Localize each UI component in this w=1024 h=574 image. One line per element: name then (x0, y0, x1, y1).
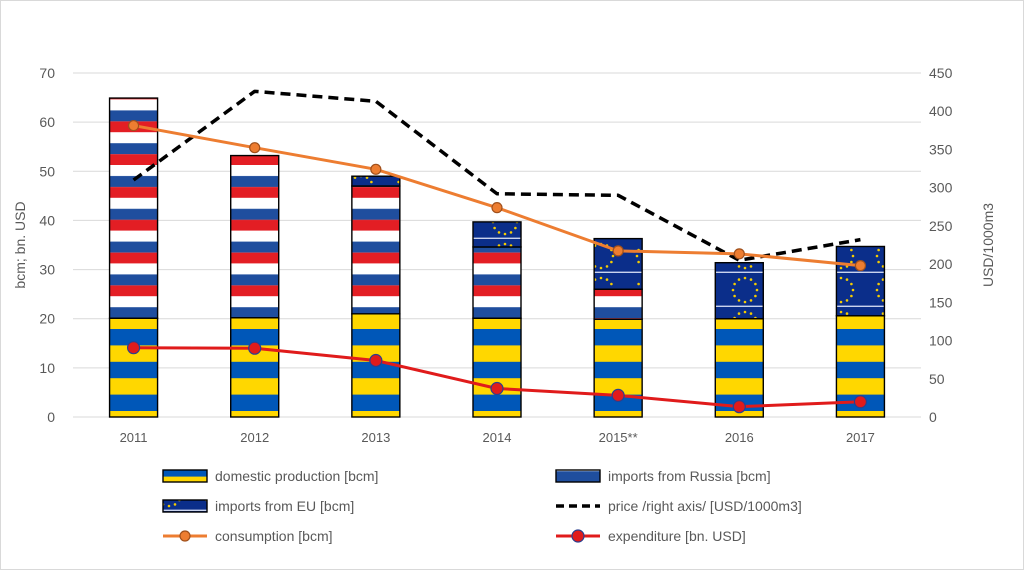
expenditure-line-point (490, 381, 504, 396)
bar-domestic-production (108, 317, 159, 418)
y-right-tick: 0 (929, 409, 937, 425)
y-left-axis-title: bcm; bn. USD (12, 201, 28, 288)
legend-imports-eu: imports from EU [bcm] (162, 498, 354, 514)
y-right-tick: 400 (929, 103, 953, 119)
legend-imports-russia: imports from Russia [bcm] (555, 468, 771, 484)
x-tick-label: 2015** (599, 430, 638, 445)
consumption-line-point (612, 245, 624, 257)
y-left-tick: 20 (39, 311, 55, 327)
legend-label: imports from Russia [bcm] (608, 468, 771, 484)
y-left-tick: 70 (39, 65, 55, 81)
legend-domestic-production: domestic production [bcm] (162, 468, 378, 484)
legend-label: price /right axis/ [USD/1000m3] (608, 498, 802, 514)
bar-imports-eu (472, 221, 522, 248)
consumption-line-point (127, 119, 140, 132)
consumption-line-point (491, 202, 503, 214)
bar-domestic-production (230, 317, 280, 418)
y-left-tick: 10 (39, 360, 55, 376)
bar-imports-eu (714, 261, 764, 320)
legend-swatch (162, 499, 208, 513)
legend-label: consumption [bcm] (215, 528, 333, 544)
y-right-tick: 350 (929, 141, 953, 157)
line-series (126, 89, 868, 414)
legend-label: imports from EU [bcm] (215, 498, 354, 514)
y-right-axis-title: USD/1000m3 (980, 203, 996, 287)
y-left-tick: 40 (39, 212, 55, 228)
bar-imports-russia (351, 185, 401, 315)
y-right-tick: 200 (929, 256, 953, 272)
bar-imports-russia (108, 97, 159, 319)
legend-price: price /right axis/ [USD/1000m3] (556, 498, 802, 514)
bar-domestic-production (472, 317, 522, 418)
y-right-tick: 450 (929, 65, 953, 81)
y-right-tick: 250 (929, 218, 953, 234)
legend-swatch (555, 469, 601, 483)
legend-marker (179, 530, 191, 542)
expenditure-line-point (853, 395, 868, 409)
expenditure-line-point (369, 353, 383, 368)
y-left-tick: 0 (47, 409, 55, 425)
legend-expenditure: expenditure [bn. USD] (556, 528, 746, 544)
y-left-tick: 50 (39, 163, 55, 179)
y-right-tick: 300 (929, 180, 953, 196)
price-line (132, 89, 861, 263)
bar-imports-russia (472, 246, 522, 319)
bar-imports-eu (351, 175, 401, 187)
consumption-line-point (370, 163, 382, 175)
bar-imports-russia (230, 154, 280, 319)
axes: bcm; bn. USD USD/1000m3 0 10 20 30 40 50 60 70 0… (12, 65, 996, 445)
x-tick-label: 2017 (846, 430, 875, 445)
legend-swatch (162, 469, 208, 483)
y-right-tick: 150 (929, 294, 953, 310)
bar-domestic-production (593, 318, 643, 418)
expenditure-line-point (611, 388, 625, 402)
legend-marker (571, 529, 585, 543)
expenditure-line-point (732, 400, 746, 414)
bar-imports-russia (593, 288, 643, 320)
expenditure-line-point (248, 341, 262, 355)
bar-imports-eu (835, 245, 886, 317)
legend-consumption: consumption [bcm] (163, 528, 333, 544)
y-left-tick: 60 (39, 114, 55, 130)
consumption-line-point (733, 248, 745, 260)
x-tick-label: 2011 (120, 430, 148, 445)
legend-label: expenditure [bn. USD] (608, 528, 746, 544)
expenditure-line-point (126, 341, 141, 355)
x-tick-label: 2012 (240, 430, 269, 445)
y-right-tick: 100 (929, 333, 953, 349)
x-tick-label: 2014 (483, 430, 512, 445)
x-tick-label: 2013 (361, 430, 390, 445)
consumption-line-point (854, 260, 867, 272)
y-right-tick: 50 (929, 371, 945, 387)
legend-label: domestic production [bcm] (215, 468, 378, 484)
y-left-tick: 30 (39, 262, 55, 278)
x-tick-label: 2016 (725, 430, 754, 445)
consumption-line-point (249, 142, 261, 154)
legend: domestic production [bcm] imports from Ru… (162, 468, 802, 544)
